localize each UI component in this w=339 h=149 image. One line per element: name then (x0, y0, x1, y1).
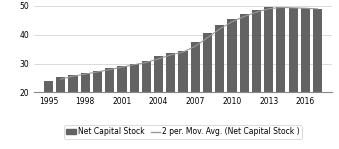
Bar (56, 77, 65, 92)
Bar (313, 9, 322, 92)
Legend: Net Capital Stock, 2 per. Mov. Avg. (Net Capital Stock ): Net Capital Stock, 2 per. Mov. Avg. (Net… (64, 125, 302, 139)
Bar (44, 81, 53, 92)
Bar (191, 42, 200, 92)
Bar (178, 51, 188, 92)
Bar (117, 66, 126, 92)
Bar (154, 56, 163, 92)
Bar (68, 75, 78, 92)
Bar (142, 61, 151, 92)
Bar (203, 33, 212, 92)
Bar (252, 10, 261, 92)
Bar (288, 8, 298, 92)
Bar (105, 69, 114, 92)
Bar (166, 53, 175, 92)
Bar (215, 25, 224, 92)
Bar (264, 7, 273, 92)
Bar (240, 14, 249, 92)
Bar (301, 8, 310, 92)
Bar (81, 73, 90, 92)
Bar (129, 64, 139, 92)
Bar (227, 19, 237, 92)
Bar (93, 71, 102, 92)
Bar (276, 7, 285, 92)
